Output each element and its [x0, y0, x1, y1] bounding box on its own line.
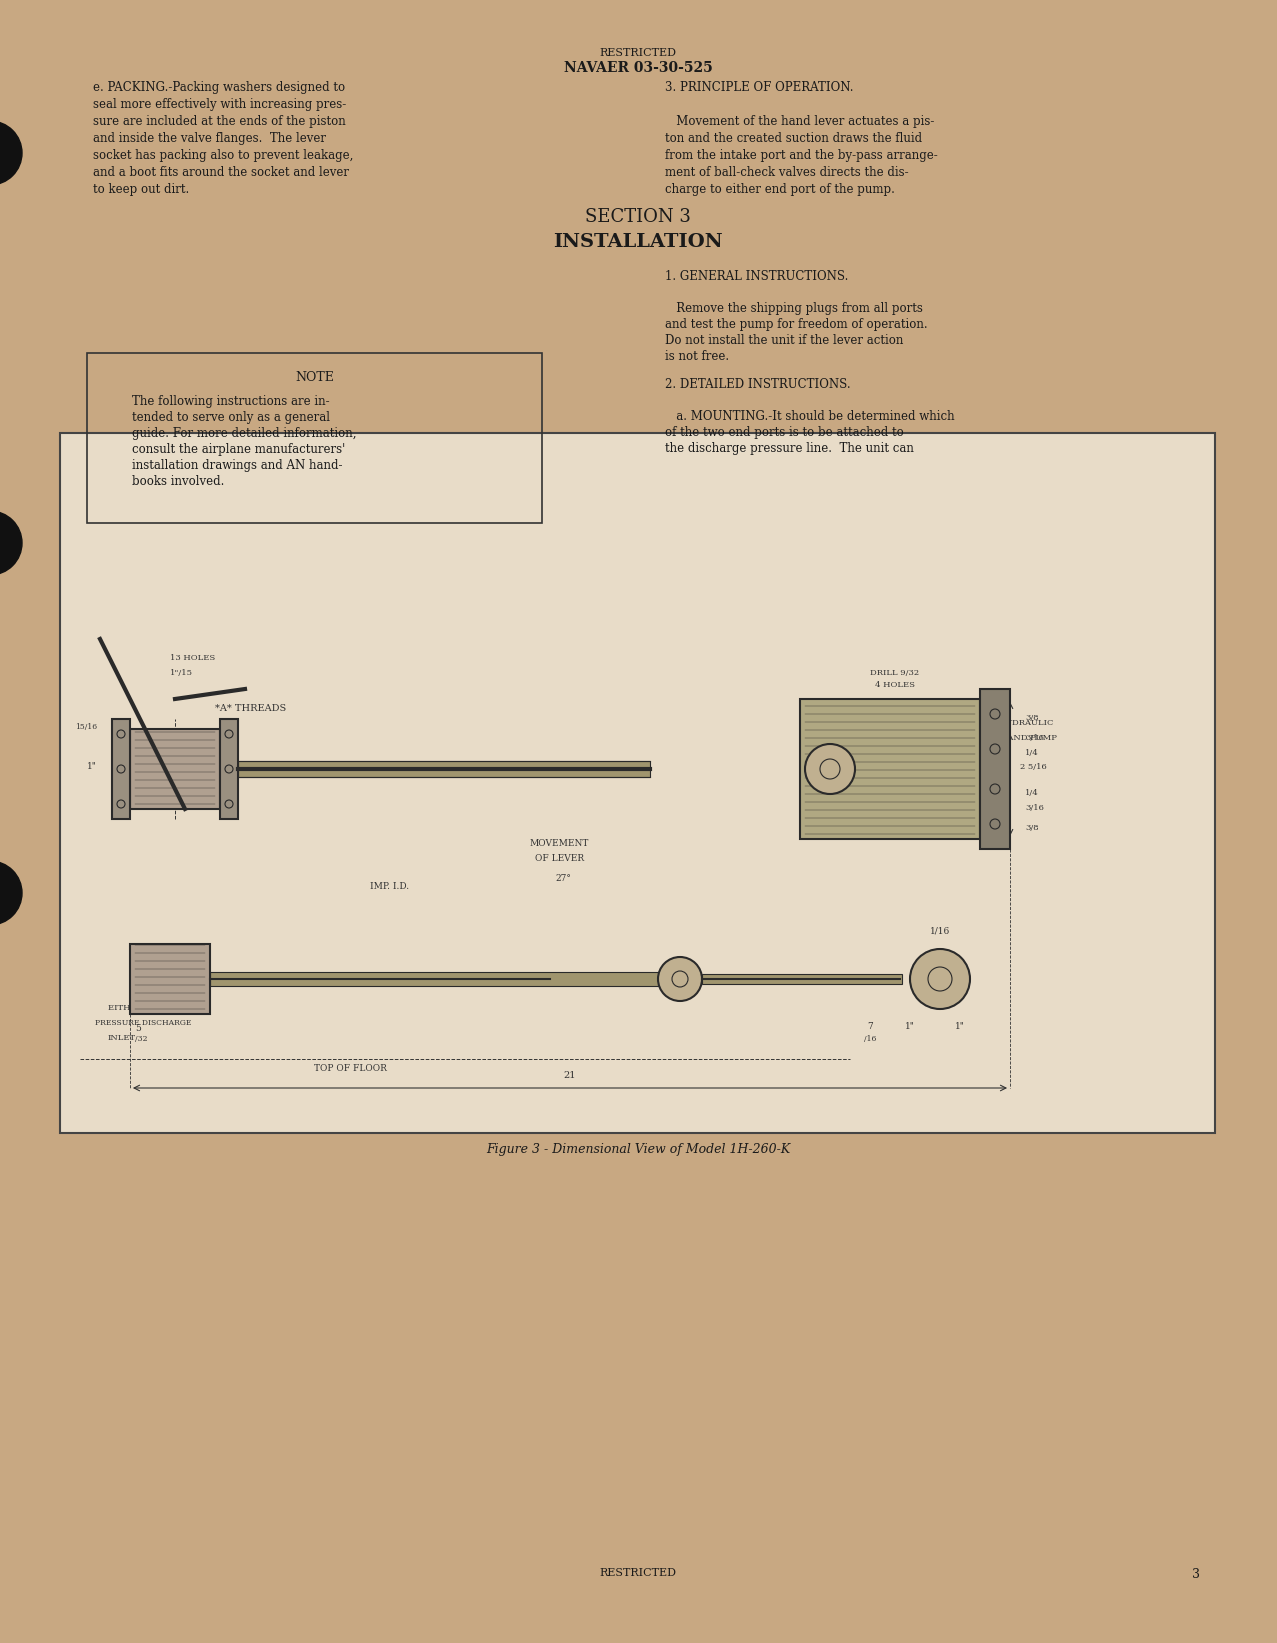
Text: INSTALLATION: INSTALLATION — [553, 233, 723, 251]
Text: sure are included at the ends of the piston: sure are included at the ends of the pis… — [93, 115, 346, 128]
Text: RESTRICTED: RESTRICTED — [599, 48, 677, 58]
Bar — [799, 698, 979, 840]
Text: seal more effectively with increasing pres-: seal more effectively with increasing pr… — [93, 99, 346, 112]
Text: Remove the shipping plugs from all ports: Remove the shipping plugs from all ports — [665, 302, 923, 315]
Bar — [130, 945, 209, 1014]
Text: ton and the created suction draws the fluid: ton and the created suction draws the fl… — [665, 131, 922, 145]
Bar — [209, 973, 679, 986]
Bar — [702, 974, 902, 984]
Bar — [220, 720, 238, 818]
Text: 13 HOLES: 13 HOLES — [170, 654, 216, 662]
Text: DRILL 9/32: DRILL 9/32 — [870, 669, 919, 677]
Text: 27°: 27° — [555, 874, 571, 882]
Text: /16: /16 — [863, 1035, 876, 1043]
Text: 3/8: 3/8 — [1025, 715, 1038, 721]
Text: and inside the valve flanges.  The lever: and inside the valve flanges. The lever — [93, 131, 326, 145]
Text: /32: /32 — [135, 1035, 148, 1043]
Text: 4 HOLES: 4 HOLES — [875, 680, 916, 688]
Text: guide. For more detailed information,: guide. For more detailed information, — [132, 427, 356, 440]
Text: e. PACKING.-Packing washers designed to: e. PACKING.-Packing washers designed to — [93, 81, 345, 94]
Text: NAVAER 03-30-525: NAVAER 03-30-525 — [563, 61, 713, 76]
Circle shape — [911, 950, 971, 1009]
Bar — [112, 720, 130, 818]
Text: of the two end ports is to be attached to: of the two end ports is to be attached t… — [665, 426, 904, 439]
Text: consult the airplane manufacturers': consult the airplane manufacturers' — [132, 444, 345, 457]
Circle shape — [0, 122, 22, 186]
Text: 2 5/16: 2 5/16 — [1020, 762, 1047, 771]
Text: INLET: INLET — [109, 1033, 137, 1042]
Text: and test the pump for freedom of operation.: and test the pump for freedom of operati… — [665, 319, 927, 330]
Text: 1": 1" — [955, 1022, 965, 1032]
Bar — [979, 688, 1010, 849]
Circle shape — [0, 861, 22, 925]
Circle shape — [658, 956, 702, 1001]
Text: 21: 21 — [563, 1071, 576, 1079]
Text: 7: 7 — [867, 1022, 873, 1032]
Text: EITHER END: EITHER END — [109, 1004, 166, 1012]
Text: OF LEVER: OF LEVER — [535, 854, 584, 863]
Text: and a boot fits around the socket and lever: and a boot fits around the socket and le… — [93, 166, 349, 179]
Text: 3. PRINCIPLE OF OPERATION.: 3. PRINCIPLE OF OPERATION. — [665, 81, 853, 94]
Text: 15/16: 15/16 — [75, 723, 97, 731]
Text: a. MOUNTING.-It should be determined which: a. MOUNTING.-It should be determined whi… — [665, 411, 955, 422]
Text: is not free.: is not free. — [665, 350, 729, 363]
Text: 3/16: 3/16 — [1025, 803, 1043, 812]
Text: 1/16: 1/16 — [930, 927, 950, 937]
Text: NOTE: NOTE — [295, 371, 335, 384]
Text: *A* THREADS: *A* THREADS — [215, 703, 286, 713]
Text: MOVEMENT: MOVEMENT — [530, 840, 590, 848]
Text: books involved.: books involved. — [132, 475, 225, 488]
Text: The following instructions are in-: The following instructions are in- — [132, 394, 329, 407]
Bar — [87, 353, 541, 522]
Text: 1. GENERAL INSTRUCTIONS.: 1. GENERAL INSTRUCTIONS. — [665, 269, 848, 283]
Text: 1/4: 1/4 — [1025, 789, 1038, 797]
Circle shape — [805, 744, 856, 794]
Text: 1/4: 1/4 — [1025, 749, 1038, 757]
Text: HAND PUMP: HAND PUMP — [1000, 734, 1057, 743]
Text: 1": 1" — [87, 762, 97, 771]
Text: Movement of the hand lever actuates a pis-: Movement of the hand lever actuates a pi… — [665, 115, 935, 128]
Text: 2. DETAILED INSTRUCTIONS.: 2. DETAILED INSTRUCTIONS. — [665, 378, 850, 391]
Bar — [238, 761, 650, 777]
Text: socket has packing also to prevent leakage,: socket has packing also to prevent leaka… — [93, 150, 354, 163]
Circle shape — [0, 511, 22, 575]
Text: RESTRICTED: RESTRICTED — [599, 1567, 677, 1577]
Text: PRESSURE DISCHARGE: PRESSURE DISCHARGE — [94, 1019, 192, 1027]
Text: tended to serve only as a general: tended to serve only as a general — [132, 411, 329, 424]
Text: installation drawings and AN hand-: installation drawings and AN hand- — [132, 458, 342, 472]
Text: 5: 5 — [135, 1024, 140, 1033]
Text: Do not install the unit if the lever action: Do not install the unit if the lever act… — [665, 334, 903, 347]
Text: HYDRAULIC: HYDRAULIC — [1000, 720, 1055, 726]
Text: ment of ball-check valves directs the dis-: ment of ball-check valves directs the di… — [665, 166, 909, 179]
Text: to keep out dirt.: to keep out dirt. — [93, 182, 189, 196]
Text: SECTION 3: SECTION 3 — [585, 209, 691, 227]
Bar — [130, 729, 220, 808]
Text: Figure 3 - Dimensional View of Model 1H-260-K: Figure 3 - Dimensional View of Model 1H-… — [485, 1144, 790, 1157]
Text: the discharge pressure line.  The unit can: the discharge pressure line. The unit ca… — [665, 442, 914, 455]
Text: 3/8: 3/8 — [1025, 825, 1038, 831]
Text: 1": 1" — [905, 1022, 914, 1032]
Text: charge to either end port of the pump.: charge to either end port of the pump. — [665, 182, 895, 196]
Text: 3/16: 3/16 — [1025, 734, 1043, 743]
Text: 3: 3 — [1191, 1567, 1200, 1581]
Text: IMP. I.D.: IMP. I.D. — [370, 882, 410, 891]
Text: TOP OF FLOOR: TOP OF FLOOR — [314, 1065, 387, 1073]
Bar — [60, 434, 1214, 1134]
Text: from the intake port and the by-pass arrange-: from the intake port and the by-pass arr… — [665, 150, 937, 163]
Text: 1"/15: 1"/15 — [170, 669, 193, 677]
